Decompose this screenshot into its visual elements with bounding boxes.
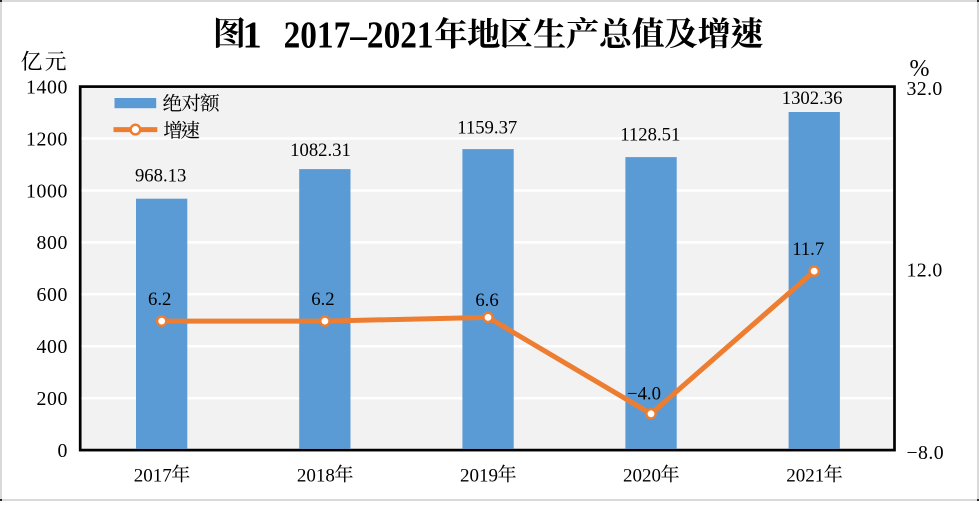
- svg-text:1200: 1200: [26, 128, 68, 150]
- svg-text:1000: 1000: [26, 180, 68, 202]
- svg-text:1: 1: [242, 14, 261, 56]
- svg-text:0: 0: [58, 440, 69, 462]
- svg-text:2021: 2021: [786, 466, 824, 487]
- svg-text:12.0: 12.0: [907, 259, 943, 281]
- svg-text:6.2: 6.2: [311, 289, 334, 310]
- svg-text:2017–2021: 2017–2021: [284, 14, 434, 56]
- svg-text:6.2: 6.2: [148, 289, 171, 310]
- svg-text:1159.37: 1159.37: [457, 117, 517, 138]
- svg-text:6.6: 6.6: [475, 290, 498, 311]
- svg-text:1082.31: 1082.31: [290, 140, 351, 161]
- svg-text:1400: 1400: [26, 76, 68, 98]
- svg-text:−8.0: −8.0: [907, 442, 944, 464]
- svg-text:1302.36: 1302.36: [782, 88, 843, 109]
- svg-text:800: 800: [37, 232, 68, 254]
- svg-text:11.7: 11.7: [792, 239, 824, 260]
- svg-text:600: 600: [37, 284, 68, 306]
- svg-text:200: 200: [37, 388, 68, 410]
- svg-text:2020: 2020: [623, 466, 661, 487]
- svg-text:968.13: 968.13: [135, 166, 186, 187]
- svg-text:1128.51: 1128.51: [620, 124, 680, 145]
- svg-text:32.0: 32.0: [907, 78, 943, 100]
- svg-text:2017: 2017: [134, 466, 172, 487]
- svg-text:2018: 2018: [297, 466, 335, 487]
- svg-text:%: %: [910, 56, 930, 82]
- svg-text:400: 400: [37, 336, 68, 358]
- svg-text:−4.0: −4.0: [627, 383, 661, 404]
- svg-text:2019: 2019: [460, 466, 498, 487]
